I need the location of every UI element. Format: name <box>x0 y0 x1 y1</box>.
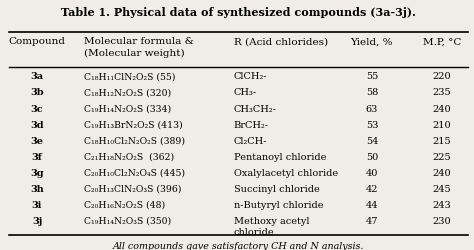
Text: 54: 54 <box>366 136 378 145</box>
Text: C₁₉H₁₄N₂O₂S (334): C₁₉H₁₄N₂O₂S (334) <box>84 104 171 113</box>
Text: 225: 225 <box>433 152 451 161</box>
Text: 58: 58 <box>366 88 378 97</box>
Text: Molecular formula &
(Molecular weight): Molecular formula & (Molecular weight) <box>84 37 194 58</box>
Text: All compounds gave satisfactory CH and N analysis.: All compounds gave satisfactory CH and N… <box>113 241 364 250</box>
Text: C₁₉H₁₄N₂O₃S (350): C₁₉H₁₄N₂O₃S (350) <box>84 216 171 225</box>
Text: Table 1. Physical data of synthesized compounds (3a-3j).: Table 1. Physical data of synthesized co… <box>61 7 416 18</box>
Text: 243: 243 <box>433 200 452 209</box>
Text: Oxalylacetyl chloride: Oxalylacetyl chloride <box>234 168 338 177</box>
Text: Pentanoyl chloride: Pentanoyl chloride <box>234 152 326 161</box>
Text: R (Acid chlorides): R (Acid chlorides) <box>234 37 328 46</box>
Text: 240: 240 <box>433 104 451 113</box>
Text: CH₃CH₂-: CH₃CH₂- <box>234 104 277 113</box>
Text: M.P, °C: M.P, °C <box>423 37 461 46</box>
Text: 50: 50 <box>366 152 378 161</box>
Text: C₁₈H₁₂N₂O₂S (320): C₁₈H₁₂N₂O₂S (320) <box>84 88 171 97</box>
Text: C₂₁H₁₈N₂O₂S  (362): C₂₁H₁₈N₂O₂S (362) <box>84 152 174 161</box>
Text: C₁₉H₁₃BrN₂O₂S (413): C₁₉H₁₃BrN₂O₂S (413) <box>84 120 182 129</box>
Text: 245: 245 <box>433 184 451 193</box>
Text: Compound: Compound <box>9 37 65 46</box>
Text: 3g: 3g <box>30 168 44 177</box>
Text: 235: 235 <box>433 88 451 97</box>
Text: C₁₈H₁₁ClN₂O₂S (55): C₁₈H₁₁ClN₂O₂S (55) <box>84 72 175 81</box>
Text: Methoxy acetyl
chloride: Methoxy acetyl chloride <box>234 216 309 236</box>
Text: 215: 215 <box>433 136 451 145</box>
Text: 3a: 3a <box>30 72 44 81</box>
Text: C₂₀H₁₀Cl₂N₂O₄S (445): C₂₀H₁₀Cl₂N₂O₄S (445) <box>84 168 185 177</box>
Text: Yield, %: Yield, % <box>351 37 393 46</box>
Text: 3b: 3b <box>30 88 44 97</box>
Text: 230: 230 <box>433 216 451 225</box>
Text: 240: 240 <box>433 168 451 177</box>
Text: 53: 53 <box>366 120 378 129</box>
Text: 47: 47 <box>365 216 378 225</box>
Text: 63: 63 <box>366 104 378 113</box>
Text: 3h: 3h <box>30 184 44 193</box>
Text: BrCH₂-: BrCH₂- <box>234 120 269 129</box>
Text: 3f: 3f <box>32 152 42 161</box>
Text: 3i: 3i <box>32 200 42 209</box>
Text: 3d: 3d <box>30 120 44 129</box>
Text: Cl₂CH-: Cl₂CH- <box>234 136 267 145</box>
Text: 210: 210 <box>433 120 451 129</box>
Text: 42: 42 <box>365 184 378 193</box>
Text: n-Butyryl chloride: n-Butyryl chloride <box>234 200 323 209</box>
Text: C₁₈H₁₀Cl₂N₂O₂S (389): C₁₈H₁₀Cl₂N₂O₂S (389) <box>84 136 185 145</box>
Text: ClCH₂-: ClCH₂- <box>234 72 267 81</box>
Text: 3c: 3c <box>31 104 43 113</box>
Text: C₂₀H₁₃ClN₂O₃S (396): C₂₀H₁₃ClN₂O₃S (396) <box>84 184 182 193</box>
Text: C₂₀H₁₆N₂O₂S (48): C₂₀H₁₆N₂O₂S (48) <box>84 200 165 209</box>
Text: 55: 55 <box>366 72 378 81</box>
Text: Succinyl chloride: Succinyl chloride <box>234 184 319 193</box>
Text: 220: 220 <box>433 72 451 81</box>
Text: CH₃-: CH₃- <box>234 88 257 97</box>
Text: 3j: 3j <box>32 216 42 225</box>
Text: 3e: 3e <box>30 136 44 145</box>
Text: 40: 40 <box>366 168 378 177</box>
Text: 44: 44 <box>365 200 378 209</box>
